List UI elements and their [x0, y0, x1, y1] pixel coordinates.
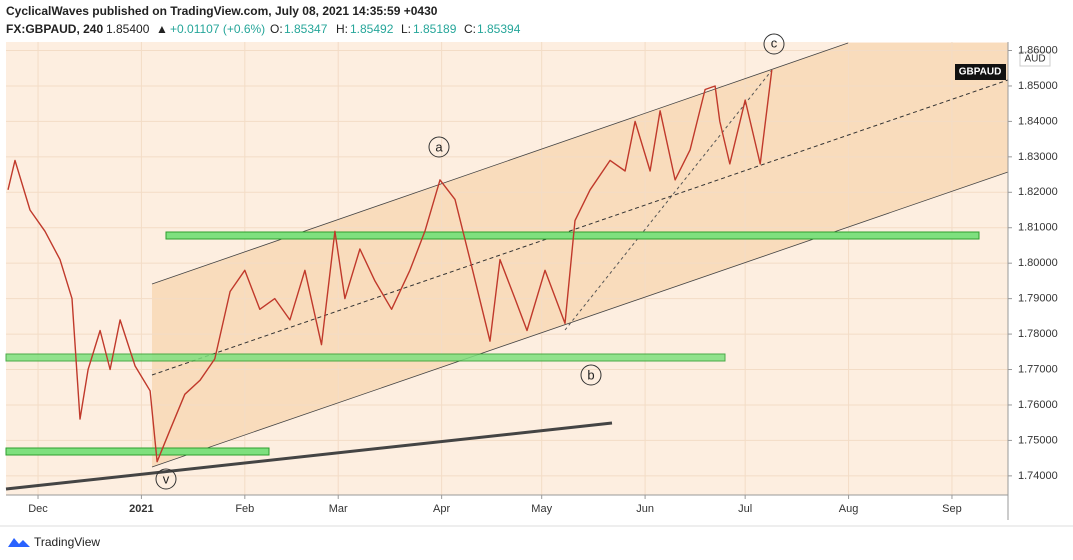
annotation-circle	[580, 364, 602, 386]
y-tick-label: 1.74000	[1018, 470, 1058, 482]
x-tick-label: Jul	[738, 503, 752, 515]
symbol: FX:GBPAUD, 240	[6, 22, 103, 36]
y-tick-label: 1.84000	[1018, 115, 1058, 127]
change: +0.01107 (+0.6%)	[170, 22, 265, 36]
y-tick-label: 1.83000	[1018, 151, 1058, 163]
x-tick-label: Feb	[235, 503, 254, 515]
open: 1.85347	[284, 22, 328, 36]
annotation: a	[435, 139, 443, 154]
price-line	[7, 69, 773, 463]
logo	[8, 538, 30, 547]
close: 1.85394	[477, 22, 521, 36]
zone	[165, 231, 980, 240]
zone	[5, 353, 726, 362]
x-tick-label: Aug	[839, 503, 859, 515]
x-tick-label: Jun	[636, 503, 654, 515]
y-tick-label: 1.86000	[1018, 44, 1058, 56]
annotation: v	[163, 471, 170, 486]
price: 1.85400	[106, 22, 150, 36]
symbol-tag-bg	[955, 64, 1006, 80]
y-tick-label: 1.79000	[1018, 293, 1058, 305]
symbol-tag: GBPAUD	[959, 67, 1002, 78]
publisher: CyclicalWaves published on TradingView.c…	[6, 4, 438, 18]
x-tick-label: Mar	[329, 503, 348, 515]
annotation: b	[587, 367, 594, 382]
y-tick-label: 1.78000	[1018, 328, 1058, 340]
y-tick-label: 1.77000	[1018, 363, 1058, 375]
channel-mid	[151, 79, 1009, 376]
x-tick-label: Sep	[942, 503, 962, 515]
y-tick-label: 1.75000	[1018, 434, 1058, 446]
o-label: O:	[270, 22, 283, 36]
up-arrow: ▲	[156, 22, 168, 36]
annotation-circle	[155, 468, 177, 490]
channel-bottom	[151, 171, 1009, 468]
high: 1.85492	[350, 22, 394, 36]
trend-line	[5, 421, 613, 491]
wave-line	[564, 69, 773, 331]
currency-bg	[1019, 51, 1051, 67]
currency: AUD	[1024, 54, 1045, 65]
y-tick-label: 1.81000	[1018, 222, 1058, 234]
y-tick-label: 1.85000	[1018, 80, 1058, 92]
channel-top	[151, 42, 849, 285]
annotation-circle	[428, 136, 450, 158]
l-label: L:	[401, 22, 411, 36]
y-tick-label: 1.82000	[1018, 186, 1058, 198]
annotation: c	[771, 35, 778, 50]
c-label: C:	[464, 22, 476, 36]
x-tick-label: Dec	[28, 503, 48, 515]
y-tick-label: 1.76000	[1018, 399, 1058, 411]
x-tick-label: 2021	[129, 503, 153, 515]
low: 1.85189	[413, 22, 457, 36]
x-tick-label: May	[531, 503, 552, 515]
brand: TradingView	[34, 535, 100, 549]
zone	[5, 447, 270, 456]
annotation-circle	[763, 33, 785, 55]
y-tick-label: 1.80000	[1018, 257, 1058, 269]
h-label: H:	[336, 22, 348, 36]
x-tick-label: Apr	[433, 503, 450, 515]
